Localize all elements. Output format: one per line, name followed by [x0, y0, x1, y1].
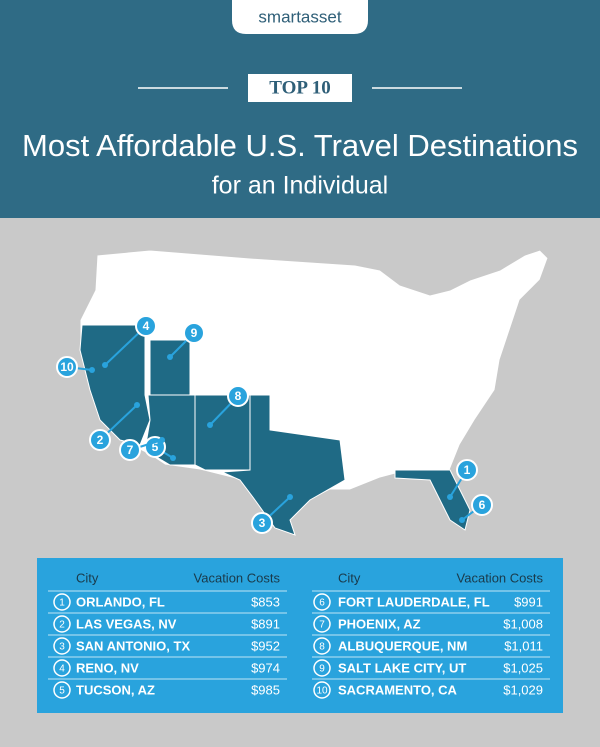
- marker: [183, 322, 205, 344]
- cost: $1,025: [503, 660, 543, 675]
- state: [149, 339, 191, 396]
- marker-dot: [447, 494, 453, 500]
- rank-circle: [313, 637, 331, 655]
- marker: [89, 429, 111, 451]
- city: TUCSON, AZ: [76, 682, 155, 697]
- rank: 2: [59, 620, 65, 631]
- marker-label: 10: [60, 360, 74, 374]
- state: [394, 469, 471, 531]
- rank: 7: [319, 620, 325, 631]
- marker-label: 7: [127, 443, 134, 457]
- cost: $1,011: [504, 638, 543, 653]
- rank: 10: [316, 686, 328, 697]
- marker-label: 8: [235, 389, 242, 403]
- city: PHOENIX, AZ: [338, 616, 421, 631]
- marker-label: 1: [464, 463, 471, 477]
- table: City Vacation Costs 1 ORLANDO, FL $853 2 LAS V…: [48, 570, 550, 699]
- cost: $974: [251, 660, 280, 675]
- marker-label: 5: [152, 440, 159, 454]
- rank: 4: [59, 664, 65, 675]
- rank-circle: [53, 593, 71, 611]
- markers: 1 2 3 4 5 6 7 8 9 10: [56, 315, 493, 534]
- city: SAN ANTONIO, TX: [76, 638, 190, 653]
- marker: [251, 512, 273, 534]
- rank: 1: [59, 598, 65, 609]
- marker: [227, 385, 249, 407]
- rank-circle: [313, 615, 331, 633]
- column-header: City: [76, 570, 99, 585]
- marker-label: 6: [479, 498, 486, 512]
- rank-circle: [53, 615, 71, 633]
- city: ORLANDO, FL: [76, 594, 165, 609]
- marker-label: 9: [191, 326, 198, 340]
- cost: $853: [251, 594, 280, 609]
- marker-dot: [207, 422, 213, 428]
- marker-dot: [170, 455, 176, 461]
- cost: $1,008: [503, 616, 543, 631]
- logo-tab: [232, 0, 368, 34]
- rank-circle: [53, 681, 71, 699]
- marker-dot: [134, 402, 140, 408]
- marker: [135, 315, 157, 337]
- column-header: Vacation Costs: [457, 570, 544, 585]
- city: ALBUQUERQUE, NM: [338, 638, 467, 653]
- rank-circle: [53, 637, 71, 655]
- marker-dot: [89, 367, 95, 373]
- marker: [56, 356, 78, 378]
- rank-circle: [313, 593, 331, 611]
- state: [221, 394, 346, 536]
- city: SACRAMENTO, CA: [338, 682, 458, 697]
- marker-dot: [102, 362, 108, 368]
- title-line: for an Individual: [212, 172, 389, 200]
- marker-label: 3: [259, 516, 266, 530]
- column-header: Vacation Costs: [194, 570, 281, 585]
- marker: [456, 459, 478, 481]
- rank: 9: [319, 664, 325, 675]
- rank: 5: [59, 686, 65, 697]
- marker-dot: [287, 494, 293, 500]
- city: FORT LAUDERDALE, FL: [338, 594, 490, 609]
- city: LAS VEGAS, NV: [76, 616, 177, 631]
- marker-label: 4: [143, 319, 150, 333]
- rank-circle: [53, 659, 71, 677]
- city: SALT LAKE CITY, UT: [338, 660, 466, 675]
- cost: $1,029: [503, 682, 543, 697]
- rank: 8: [319, 642, 325, 653]
- column-header: City: [338, 570, 361, 585]
- rank-circle: [313, 681, 331, 699]
- marker-dot: [159, 437, 165, 443]
- city: RENO, NV: [76, 660, 139, 675]
- brand: smartasset: [258, 7, 341, 26]
- rank: 6: [319, 598, 325, 609]
- cost: $891: [251, 616, 280, 631]
- cost: $985: [251, 682, 280, 697]
- marker-label: 2: [97, 433, 104, 447]
- marker-dot: [459, 517, 465, 523]
- marker: [471, 494, 493, 516]
- rank-circle: [313, 659, 331, 677]
- rank: 3: [59, 642, 65, 653]
- cost: $952: [251, 638, 280, 653]
- title-line: Most Affordable U.S. Travel Destinations: [22, 128, 578, 163]
- marker-dot: [167, 354, 173, 360]
- badge: TOP 10: [269, 77, 330, 98]
- header-bg: [0, 0, 600, 218]
- cost: $991: [514, 594, 543, 609]
- marker: [119, 439, 141, 461]
- badge-bg: [248, 74, 352, 102]
